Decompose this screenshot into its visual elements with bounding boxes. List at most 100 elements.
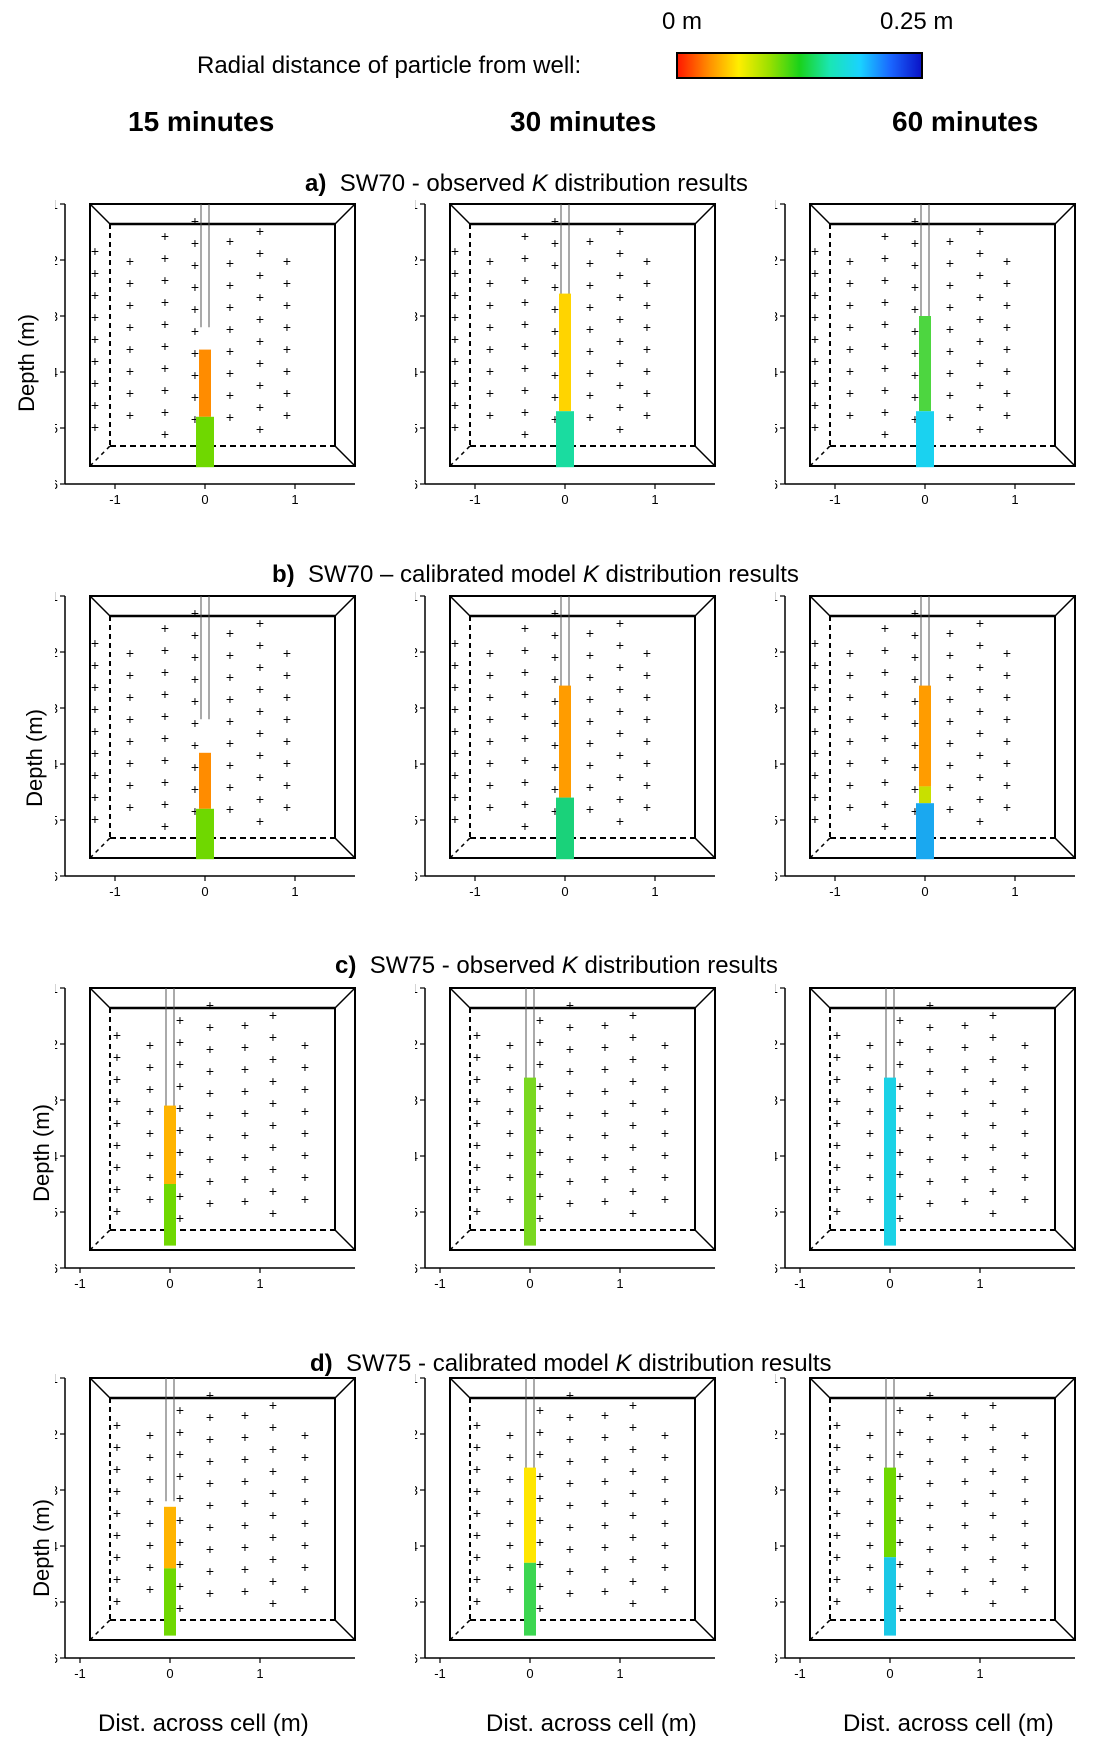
point-marker: +: [126, 253, 134, 269]
point-marker: +: [586, 735, 594, 751]
point-marker: +: [91, 811, 99, 827]
column-title-30min: 30 minutes: [510, 106, 657, 137]
point-marker: +: [961, 1429, 969, 1445]
point-marker: +: [961, 1451, 969, 1467]
point-marker: +: [661, 1427, 669, 1443]
point-marker: +: [473, 1203, 481, 1219]
point-marker: +: [976, 769, 984, 785]
point-marker: +: [146, 1449, 154, 1465]
point-marker: +: [616, 681, 624, 697]
point-marker: +: [256, 615, 264, 631]
y-tick-label: -4: [55, 1149, 58, 1164]
point-marker: +: [881, 426, 889, 442]
point-marker: +: [911, 649, 919, 665]
x-tick-label: -1: [434, 1666, 446, 1681]
point-marker: +: [521, 316, 529, 332]
point-marker: +: [643, 253, 651, 269]
point-marker: +: [551, 759, 559, 775]
point-marker: +: [926, 1107, 934, 1123]
point-marker: +: [926, 1387, 934, 1403]
point-marker: +: [976, 267, 984, 283]
point-marker: +: [946, 233, 954, 249]
point-marker: +: [113, 1093, 121, 1109]
point-marker: +: [926, 1409, 934, 1425]
point-marker: +: [256, 267, 264, 283]
point-marker: +: [846, 297, 854, 313]
point-marker: +: [536, 1210, 544, 1226]
point-marker: +: [846, 777, 854, 793]
point-marker: +: [881, 294, 889, 310]
plume-segment: [524, 1562, 536, 1636]
point-marker: +: [926, 1431, 934, 1447]
point-marker: +: [146, 1515, 154, 1531]
point-marker: +: [146, 1125, 154, 1141]
y-tick-label: -5: [415, 1205, 418, 1220]
point-marker: +: [473, 1417, 481, 1433]
point-marker: +: [113, 1049, 121, 1065]
box-edge: [1054, 203, 1076, 225]
point-marker: +: [451, 723, 459, 739]
box-edge: [694, 987, 716, 1009]
point-marker: +: [961, 1193, 969, 1209]
point-marker: +: [811, 701, 819, 717]
point-marker: +: [866, 1427, 874, 1443]
point-marker: +: [176, 1100, 184, 1116]
point-marker: +: [191, 759, 199, 775]
y-tick-label: -4: [775, 757, 778, 772]
point-marker: +: [661, 1169, 669, 1185]
sampling-points: + + + + + + + + + + + + + + + + + + + + + + + + + + + + + + + + + + + + + + + +…: [113, 997, 309, 1226]
point-marker: +: [881, 404, 889, 420]
plume-segment: [164, 1568, 176, 1636]
point-marker: +: [911, 323, 919, 339]
box-outer-frame: [89, 987, 356, 1251]
point-marker: +: [191, 257, 199, 273]
point-marker: +: [473, 1115, 481, 1131]
plume-segment: [884, 1467, 896, 1558]
depth-panel-c-3: -1-2-3-4-5-6-101++++++++++++++++++++++++…: [775, 981, 1076, 1291]
point-marker: +: [191, 345, 199, 361]
point-marker: +: [911, 781, 919, 797]
point-marker: +: [521, 404, 529, 420]
point-marker: +: [206, 1063, 214, 1079]
point-marker: +: [989, 1205, 997, 1221]
point-marker: +: [506, 1515, 514, 1531]
y-tick-label: -1: [55, 197, 58, 212]
point-marker: +: [91, 701, 99, 717]
point-marker: +: [176, 1078, 184, 1094]
point-marker: +: [846, 341, 854, 357]
point-marker: +: [283, 297, 291, 313]
point-marker: +: [551, 389, 559, 405]
point-marker: +: [206, 1173, 214, 1189]
point-marker: +: [846, 363, 854, 379]
point-marker: +: [536, 1534, 544, 1550]
point-marker: +: [473, 1093, 481, 1109]
point-marker: +: [989, 1029, 997, 1045]
y-tick-label: -2: [775, 1037, 778, 1052]
point-marker: +: [1021, 1559, 1029, 1575]
depth-panel-d-1: -1-2-3-4-5-6-101++++++++++++++++++++++++…: [55, 1371, 356, 1681]
point-marker: +: [866, 1081, 874, 1097]
point-marker: +: [601, 1473, 609, 1489]
y-axis-label-d: Depth (m): [29, 1499, 54, 1597]
point-marker: +: [976, 377, 984, 393]
point-marker: +: [206, 997, 214, 1013]
point-marker: +: [161, 708, 169, 724]
point-marker: +: [521, 250, 529, 266]
point-marker: +: [616, 747, 624, 763]
point-marker: +: [833, 1439, 841, 1455]
x-tick-label: -1: [109, 492, 121, 507]
x-tick-label: 1: [616, 1276, 623, 1291]
point-marker: +: [601, 1539, 609, 1555]
point-marker: +: [113, 1505, 121, 1521]
point-marker: +: [269, 1529, 277, 1545]
point-marker: +: [486, 341, 494, 357]
plume-segment: [196, 416, 214, 468]
point-marker: +: [586, 691, 594, 707]
point-marker: +: [241, 1517, 249, 1533]
point-marker: +: [811, 723, 819, 739]
point-marker: +: [629, 1485, 637, 1501]
point-marker: +: [961, 1495, 969, 1511]
point-marker: +: [866, 1493, 874, 1509]
point-marker: +: [451, 745, 459, 761]
point-marker: +: [616, 615, 624, 631]
